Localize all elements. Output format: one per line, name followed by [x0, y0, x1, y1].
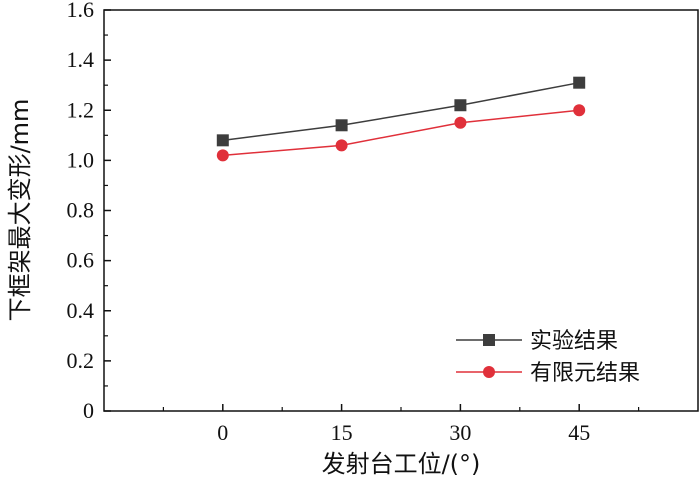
series-layer: [216, 76, 586, 162]
legend-marker-fem: [483, 366, 495, 378]
legend: 实验结果 有限元结果: [456, 329, 640, 386]
x-tick-label: 15: [331, 420, 353, 445]
y-tick-label: 1.4: [67, 47, 95, 72]
data-point-circle: [573, 104, 586, 117]
y-tick-label: 0.2: [67, 348, 95, 373]
x-tick-label: 30: [449, 420, 471, 445]
x-tick-label: 0: [217, 420, 228, 445]
data-point-circle: [216, 149, 229, 162]
series-line-0: [222, 81, 580, 142]
y-tick-label: 0: [83, 398, 94, 423]
y-tick-label: 0.8: [67, 198, 95, 223]
x-axis-ticks: 0 15 30 45: [162, 404, 640, 445]
data-point-square: [216, 134, 229, 147]
data-point-circle: [335, 139, 348, 152]
y-tick-label: 1.2: [67, 97, 95, 122]
x-tick-label: 45: [568, 420, 590, 445]
y-axis-ticks: 0 0.2 0.4 0.6 0.8 1.0 1.2 1.4 1.6: [67, 0, 111, 423]
y-tick-label: 1.6: [67, 0, 95, 22]
data-point-square: [335, 119, 348, 132]
legend-label-experiment: 实验结果: [530, 329, 618, 354]
y-tick-label: 1.0: [67, 147, 95, 172]
y-tick-label: 0.6: [67, 248, 95, 273]
series-line-1: [222, 109, 580, 157]
y-tick-label: 0.4: [67, 298, 95, 323]
data-point-square: [454, 99, 467, 112]
legend-marker-experiment: [483, 334, 495, 346]
data-point-square: [573, 76, 586, 89]
data-point-circle: [454, 116, 467, 129]
legend-label-fem: 有限元结果: [530, 361, 640, 386]
x-axis-title: 发射台工位/(°): [322, 450, 481, 478]
y-axis-title: 下框架最大变形/mm: [6, 99, 34, 322]
